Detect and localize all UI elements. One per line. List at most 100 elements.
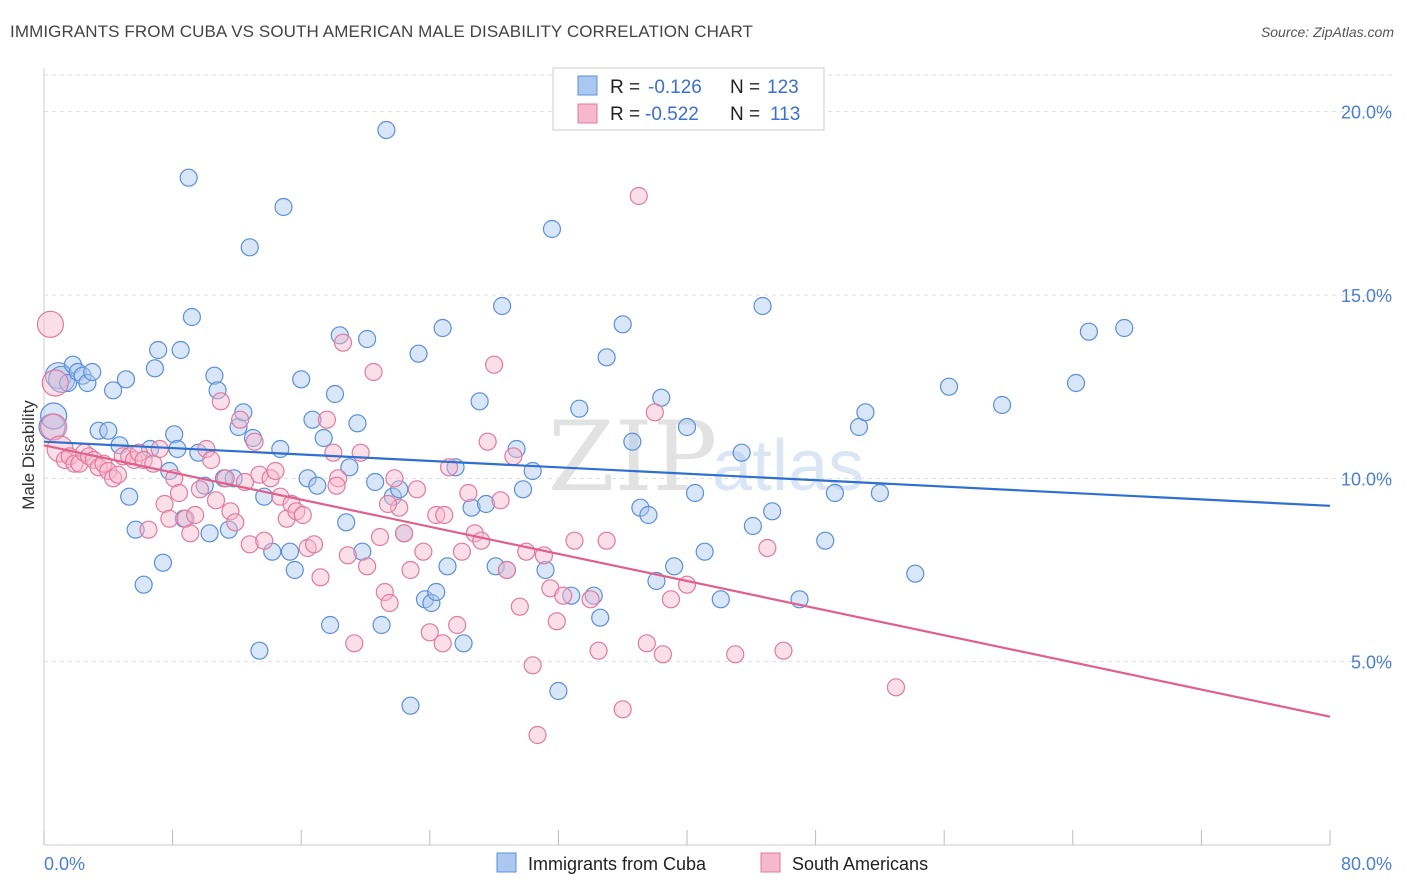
legend-r-label: R =: [610, 77, 640, 98]
cuba-point-21: [153, 553, 173, 572]
bottom-legend-swatch-south-american: [760, 852, 781, 873]
south-american-point-89: [523, 656, 542, 675]
south-american-point-104: [661, 590, 681, 609]
cuba-point-102: [695, 542, 714, 561]
legend-swatch-south-american: [577, 103, 598, 124]
cuba-point-32: [205, 366, 224, 385]
cuba-point-118: [1079, 322, 1098, 341]
cuba-point-52: [314, 428, 333, 448]
cuba-point-72: [433, 318, 452, 338]
cuba-point-117: [1066, 373, 1086, 393]
bottom-legend-label-south-american: South Americans: [792, 854, 928, 874]
trend-line-cuba: [43, 440, 1331, 507]
grid-lines: [44, 74, 1392, 663]
south-american-point-1: [40, 413, 68, 441]
south-american-point-2: [41, 369, 69, 397]
south-american-point-54: [311, 568, 330, 587]
legend-box: R = -0.126 N = 123 R = -0.522 N = 113: [552, 67, 825, 131]
cuba-point-61: [366, 472, 385, 492]
cuba-point-113: [870, 483, 890, 503]
south-american-point-35: [211, 392, 230, 411]
south-american-point-66: [380, 593, 399, 613]
cuba-point-41: [250, 641, 269, 660]
cuba-point-76: [462, 498, 481, 517]
cuba-point-101: [685, 483, 705, 503]
cuba-point-1: [40, 402, 68, 430]
legend-r-value-south-american: -0.522: [645, 104, 699, 125]
cuba-point-12: [104, 381, 123, 400]
axes: [43, 68, 1331, 846]
legend-r-value-cuba: -0.126: [648, 77, 702, 98]
cuba-point-47: [285, 560, 304, 580]
south-american-point-102: [645, 403, 664, 422]
south-american-point-23: [150, 439, 169, 459]
y-tick-labels: 5.0% 10.0% 15.0% 20.0%: [1341, 103, 1392, 673]
cuba-point-16: [126, 520, 145, 539]
bottom-legend-label-cuba: Immigrants from Cuba: [528, 854, 707, 874]
south-american-point-39: [231, 410, 250, 429]
chart-title: IMMIGRANTS FROM CUBA VS SOUTH AMERICAN M…: [10, 22, 754, 41]
south-american-point-72: [414, 542, 433, 561]
south-american-point-38: [226, 513, 245, 532]
south-american-point-31: [190, 480, 210, 499]
legend-r-label-2: R =: [610, 104, 640, 125]
south-american-point-100: [629, 186, 648, 206]
legend-swatch-cuba: [577, 75, 598, 96]
south-american-point-109: [886, 678, 906, 697]
cuba-point-44: [271, 439, 290, 459]
south-american-point-42: [245, 432, 264, 451]
south-american-point-75: [433, 634, 452, 653]
cuba-point-106: [753, 296, 772, 316]
cuba-point-28: [182, 307, 201, 327]
cuba-point-60: [358, 329, 377, 349]
south-american-point-59: [338, 546, 357, 565]
south-american-point-79: [459, 483, 478, 503]
cuba-point-65: [390, 480, 409, 499]
south-american-point-0: [36, 310, 65, 338]
cuba-point-17: [134, 575, 153, 594]
south-american-point-112: [435, 505, 454, 525]
cuba-point-57: [340, 458, 359, 477]
south-american-point-51: [293, 505, 312, 525]
south-american-point-55: [317, 410, 337, 429]
cuba-point-96: [639, 505, 658, 525]
cuba-point-56: [337, 513, 356, 532]
cuba-point-119: [1115, 318, 1134, 338]
south-american-point-90: [528, 725, 547, 745]
south-american-point-84: [491, 491, 510, 510]
cuba-point-78: [476, 494, 496, 514]
south-american-point-64: [370, 527, 390, 547]
source-label: Source: ZipAtlas.com: [1260, 24, 1394, 40]
south-american-point-108: [774, 641, 793, 660]
cuba-point-14: [116, 370, 136, 389]
cuba-point-50: [303, 410, 322, 429]
y-tick-label-2: 15.0%: [1341, 286, 1392, 306]
cuba-point-73: [438, 557, 457, 576]
legend-n-value-cuba: 123: [767, 77, 799, 98]
cuba-point-77: [470, 392, 489, 411]
south-american-point-71: [407, 480, 427, 499]
south-american-point-85: [497, 560, 517, 580]
cuba-point-8: [78, 373, 97, 393]
south-american-point-70: [401, 560, 420, 580]
south-american-point-37: [221, 502, 240, 521]
cuba-point-105: [743, 516, 763, 536]
cuba-point-116: [992, 395, 1012, 415]
x-tick-label-min: 0.0%: [44, 854, 85, 874]
south-american-point-58: [333, 333, 353, 352]
south-american-point-96: [581, 590, 600, 609]
cuba-point-23: [165, 425, 184, 444]
cuba-point-91: [591, 608, 610, 627]
south-american-point-83: [485, 355, 504, 374]
cuba-point-103: [711, 590, 730, 609]
south-american-point-63: [364, 362, 383, 382]
cuba-point-15: [120, 487, 139, 506]
cuba-point-53: [321, 615, 340, 635]
cuba-point-100: [677, 417, 697, 437]
cuba-point-45: [274, 197, 293, 217]
cuba-point-87: [549, 681, 568, 701]
y-tick-label-1: 10.0%: [1341, 469, 1392, 489]
cuba-point-27: [179, 168, 198, 187]
cuba-point-59: [353, 542, 372, 561]
